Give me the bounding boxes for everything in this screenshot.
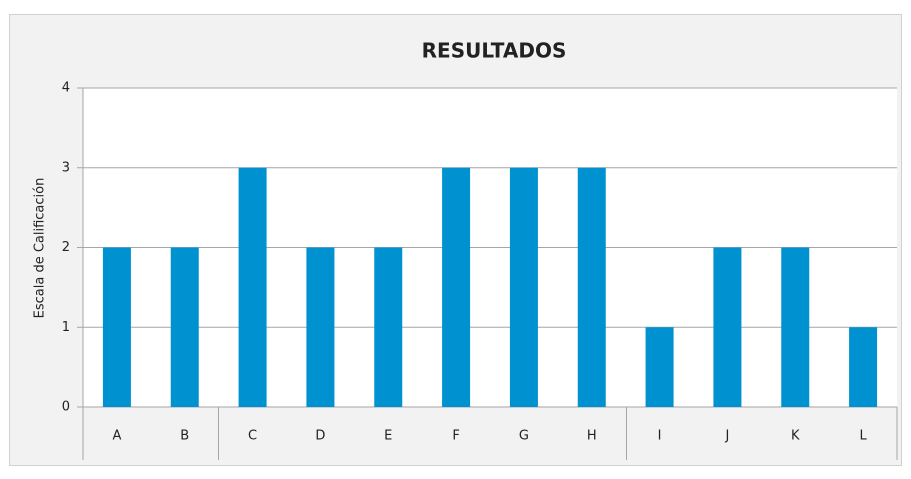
x-tick-label: K	[791, 429, 800, 444]
bar	[645, 327, 674, 407]
bar	[509, 167, 538, 407]
x-tick-label: E	[384, 429, 392, 444]
x-tick-label: G	[519, 429, 529, 444]
y-tick-label: 3	[62, 160, 70, 175]
bar	[849, 327, 878, 407]
y-tick-label: 1	[62, 320, 70, 335]
category-group-lines	[82, 88, 898, 460]
y-tick-label: 2	[62, 240, 70, 255]
bar	[102, 247, 131, 407]
bar	[577, 167, 606, 407]
x-tick-label: D	[315, 429, 325, 444]
bar	[238, 167, 267, 407]
x-tick-label: H	[587, 429, 597, 444]
y-tick-label: 0	[62, 400, 70, 415]
bar	[781, 247, 810, 407]
x-tick-label: C	[248, 429, 257, 444]
x-tick-label: J	[724, 429, 729, 444]
y-tick-label: 4	[62, 81, 70, 96]
chart-title: RESULTADOS	[422, 39, 567, 63]
y-axis-label: Escala de Calificación	[33, 178, 48, 319]
bar	[713, 247, 742, 407]
bar	[170, 247, 199, 407]
bar	[306, 247, 335, 407]
x-tick-label: A	[112, 429, 121, 444]
bar	[374, 247, 403, 407]
bar	[442, 167, 471, 407]
x-tick-label: B	[180, 429, 189, 444]
x-tick-label: L	[859, 429, 867, 444]
x-tick-label: I	[658, 429, 662, 444]
x-tick-label: F	[452, 429, 459, 444]
